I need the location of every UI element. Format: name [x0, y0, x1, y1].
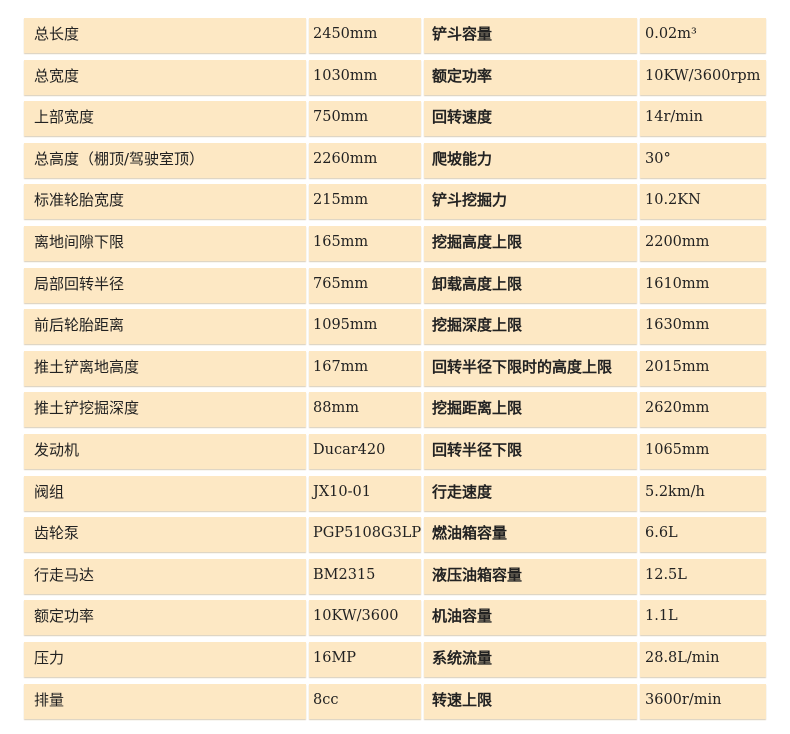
spec-label: 额定功率 — [24, 600, 306, 636]
spec-label: 局部回转半径 — [24, 267, 306, 303]
spec-value: 14r/min — [640, 101, 766, 137]
spec-value: 16MP — [309, 641, 421, 677]
spec-value: 12.5L — [640, 558, 766, 594]
spec-value: 3600r/min — [640, 683, 766, 719]
spec-value: 215mm — [309, 184, 421, 220]
spec-value: 2450mm — [309, 18, 421, 53]
spec-label: 推土铲离地高度 — [24, 350, 306, 386]
table-row: 排量 8cc 转速上限 3600r/min — [24, 683, 766, 719]
spec-label: 额定功率 — [424, 59, 637, 95]
spec-label: 卸载高度上限 — [424, 267, 637, 303]
spec-label: 铲斗容量 — [424, 18, 637, 53]
table-row: 上部宽度 750mm 回转速度 14r/min — [24, 101, 766, 137]
spec-value: Ducar420 — [309, 433, 421, 469]
table-row: 总长度 2450mm 铲斗容量 0.02m³ — [24, 18, 766, 53]
table-row: 总高度（棚顶/驾驶室顶） 2260mm 爬坡能力 30° — [24, 142, 766, 178]
spec-value: PGP5108G3LP — [309, 517, 421, 553]
spec-value: 167mm — [309, 350, 421, 386]
spec-value: 2260mm — [309, 142, 421, 178]
spec-value: BM2315 — [309, 558, 421, 594]
spec-label: 总长度 — [24, 18, 306, 53]
spec-label: 挖掘高度上限 — [424, 225, 637, 261]
spec-table: 总长度 2450mm 铲斗容量 0.02m³ 总宽度 1030mm 额定功率 10KW/360… — [24, 18, 766, 725]
spec-label: 行走速度 — [424, 475, 637, 511]
spec-label: 前后轮胎距离 — [24, 309, 306, 345]
spec-label: 阀组 — [24, 475, 306, 511]
table-row: 离地间隙下限 165mm 挖掘高度上限 2200mm — [24, 225, 766, 261]
spec-label: 齿轮泵 — [24, 517, 306, 553]
spec-label: 总宽度 — [24, 59, 306, 95]
spec-value: 1610mm — [640, 267, 766, 303]
spec-value: 10.2KN — [640, 184, 766, 220]
table-row: 齿轮泵 PGP5108G3LP 燃油箱容量 6.6L — [24, 517, 766, 553]
table-row: 发动机 Ducar420 回转半径下限 1065mm — [24, 433, 766, 469]
spec-label: 液压油箱容量 — [424, 558, 637, 594]
spec-value: 1095mm — [309, 309, 421, 345]
spec-value: 10KW/3600 — [309, 600, 421, 636]
spec-label: 行走马达 — [24, 558, 306, 594]
spec-value: 750mm — [309, 101, 421, 137]
spec-value: 1030mm — [309, 59, 421, 95]
table-row: 行走马达 BM2315 液压油箱容量 12.5L — [24, 558, 766, 594]
spec-label: 回转半径下限时的高度上限 — [424, 350, 637, 386]
spec-value: 2200mm — [640, 225, 766, 261]
spec-label: 排量 — [24, 683, 306, 719]
spec-label: 发动机 — [24, 433, 306, 469]
table-row: 标准轮胎宽度 215mm 铲斗挖掘力 10.2KN — [24, 184, 766, 220]
spec-value: 2620mm — [640, 392, 766, 428]
spec-label: 挖掘距离上限 — [424, 392, 637, 428]
spec-value: 1.1L — [640, 600, 766, 636]
spec-value: 1630mm — [640, 309, 766, 345]
spec-label: 燃油箱容量 — [424, 517, 637, 553]
spec-value: 28.8L/min — [640, 641, 766, 677]
spec-label: 转速上限 — [424, 683, 637, 719]
spec-value: 30° — [640, 142, 766, 178]
spec-label: 机油容量 — [424, 600, 637, 636]
spec-value: 88mm — [309, 392, 421, 428]
spec-value: 10KW/3600rpm — [640, 59, 766, 95]
spec-label: 铲斗挖掘力 — [424, 184, 637, 220]
table-row: 总宽度 1030mm 额定功率 10KW/3600rpm — [24, 59, 766, 95]
spec-value: 2015mm — [640, 350, 766, 386]
spec-value: 8cc — [309, 683, 421, 719]
spec-label: 标准轮胎宽度 — [24, 184, 306, 220]
table-row: 推土铲挖掘深度 88mm 挖掘距离上限 2620mm — [24, 392, 766, 428]
spec-label: 系统流量 — [424, 641, 637, 677]
spec-label: 回转半径下限 — [424, 433, 637, 469]
table-row: 局部回转半径 765mm 卸载高度上限 1610mm — [24, 267, 766, 303]
spec-label: 总高度（棚顶/驾驶室顶） — [24, 142, 306, 178]
spec-label: 爬坡能力 — [424, 142, 637, 178]
table-row: 阀组 JX10-01 行走速度 5.2km/h — [24, 475, 766, 511]
spec-label: 上部宽度 — [24, 101, 306, 137]
spec-value: JX10-01 — [309, 475, 421, 511]
spec-label: 推土铲挖掘深度 — [24, 392, 306, 428]
spec-value: 6.6L — [640, 517, 766, 553]
spec-label: 压力 — [24, 641, 306, 677]
table-row: 压力 16MP 系统流量 28.8L/min — [24, 641, 766, 677]
spec-label: 回转速度 — [424, 101, 637, 137]
spec-value: 765mm — [309, 267, 421, 303]
spec-value: 165mm — [309, 225, 421, 261]
table-row: 推土铲离地高度 167mm 回转半径下限时的高度上限 2015mm — [24, 350, 766, 386]
spec-label: 挖掘深度上限 — [424, 309, 637, 345]
spec-value: 0.02m³ — [640, 18, 766, 53]
table-row: 前后轮胎距离 1095mm 挖掘深度上限 1630mm — [24, 309, 766, 345]
spec-value: 1065mm — [640, 433, 766, 469]
spec-label: 离地间隙下限 — [24, 225, 306, 261]
table-row: 额定功率 10KW/3600 机油容量 1.1L — [24, 600, 766, 636]
spec-value: 5.2km/h — [640, 475, 766, 511]
